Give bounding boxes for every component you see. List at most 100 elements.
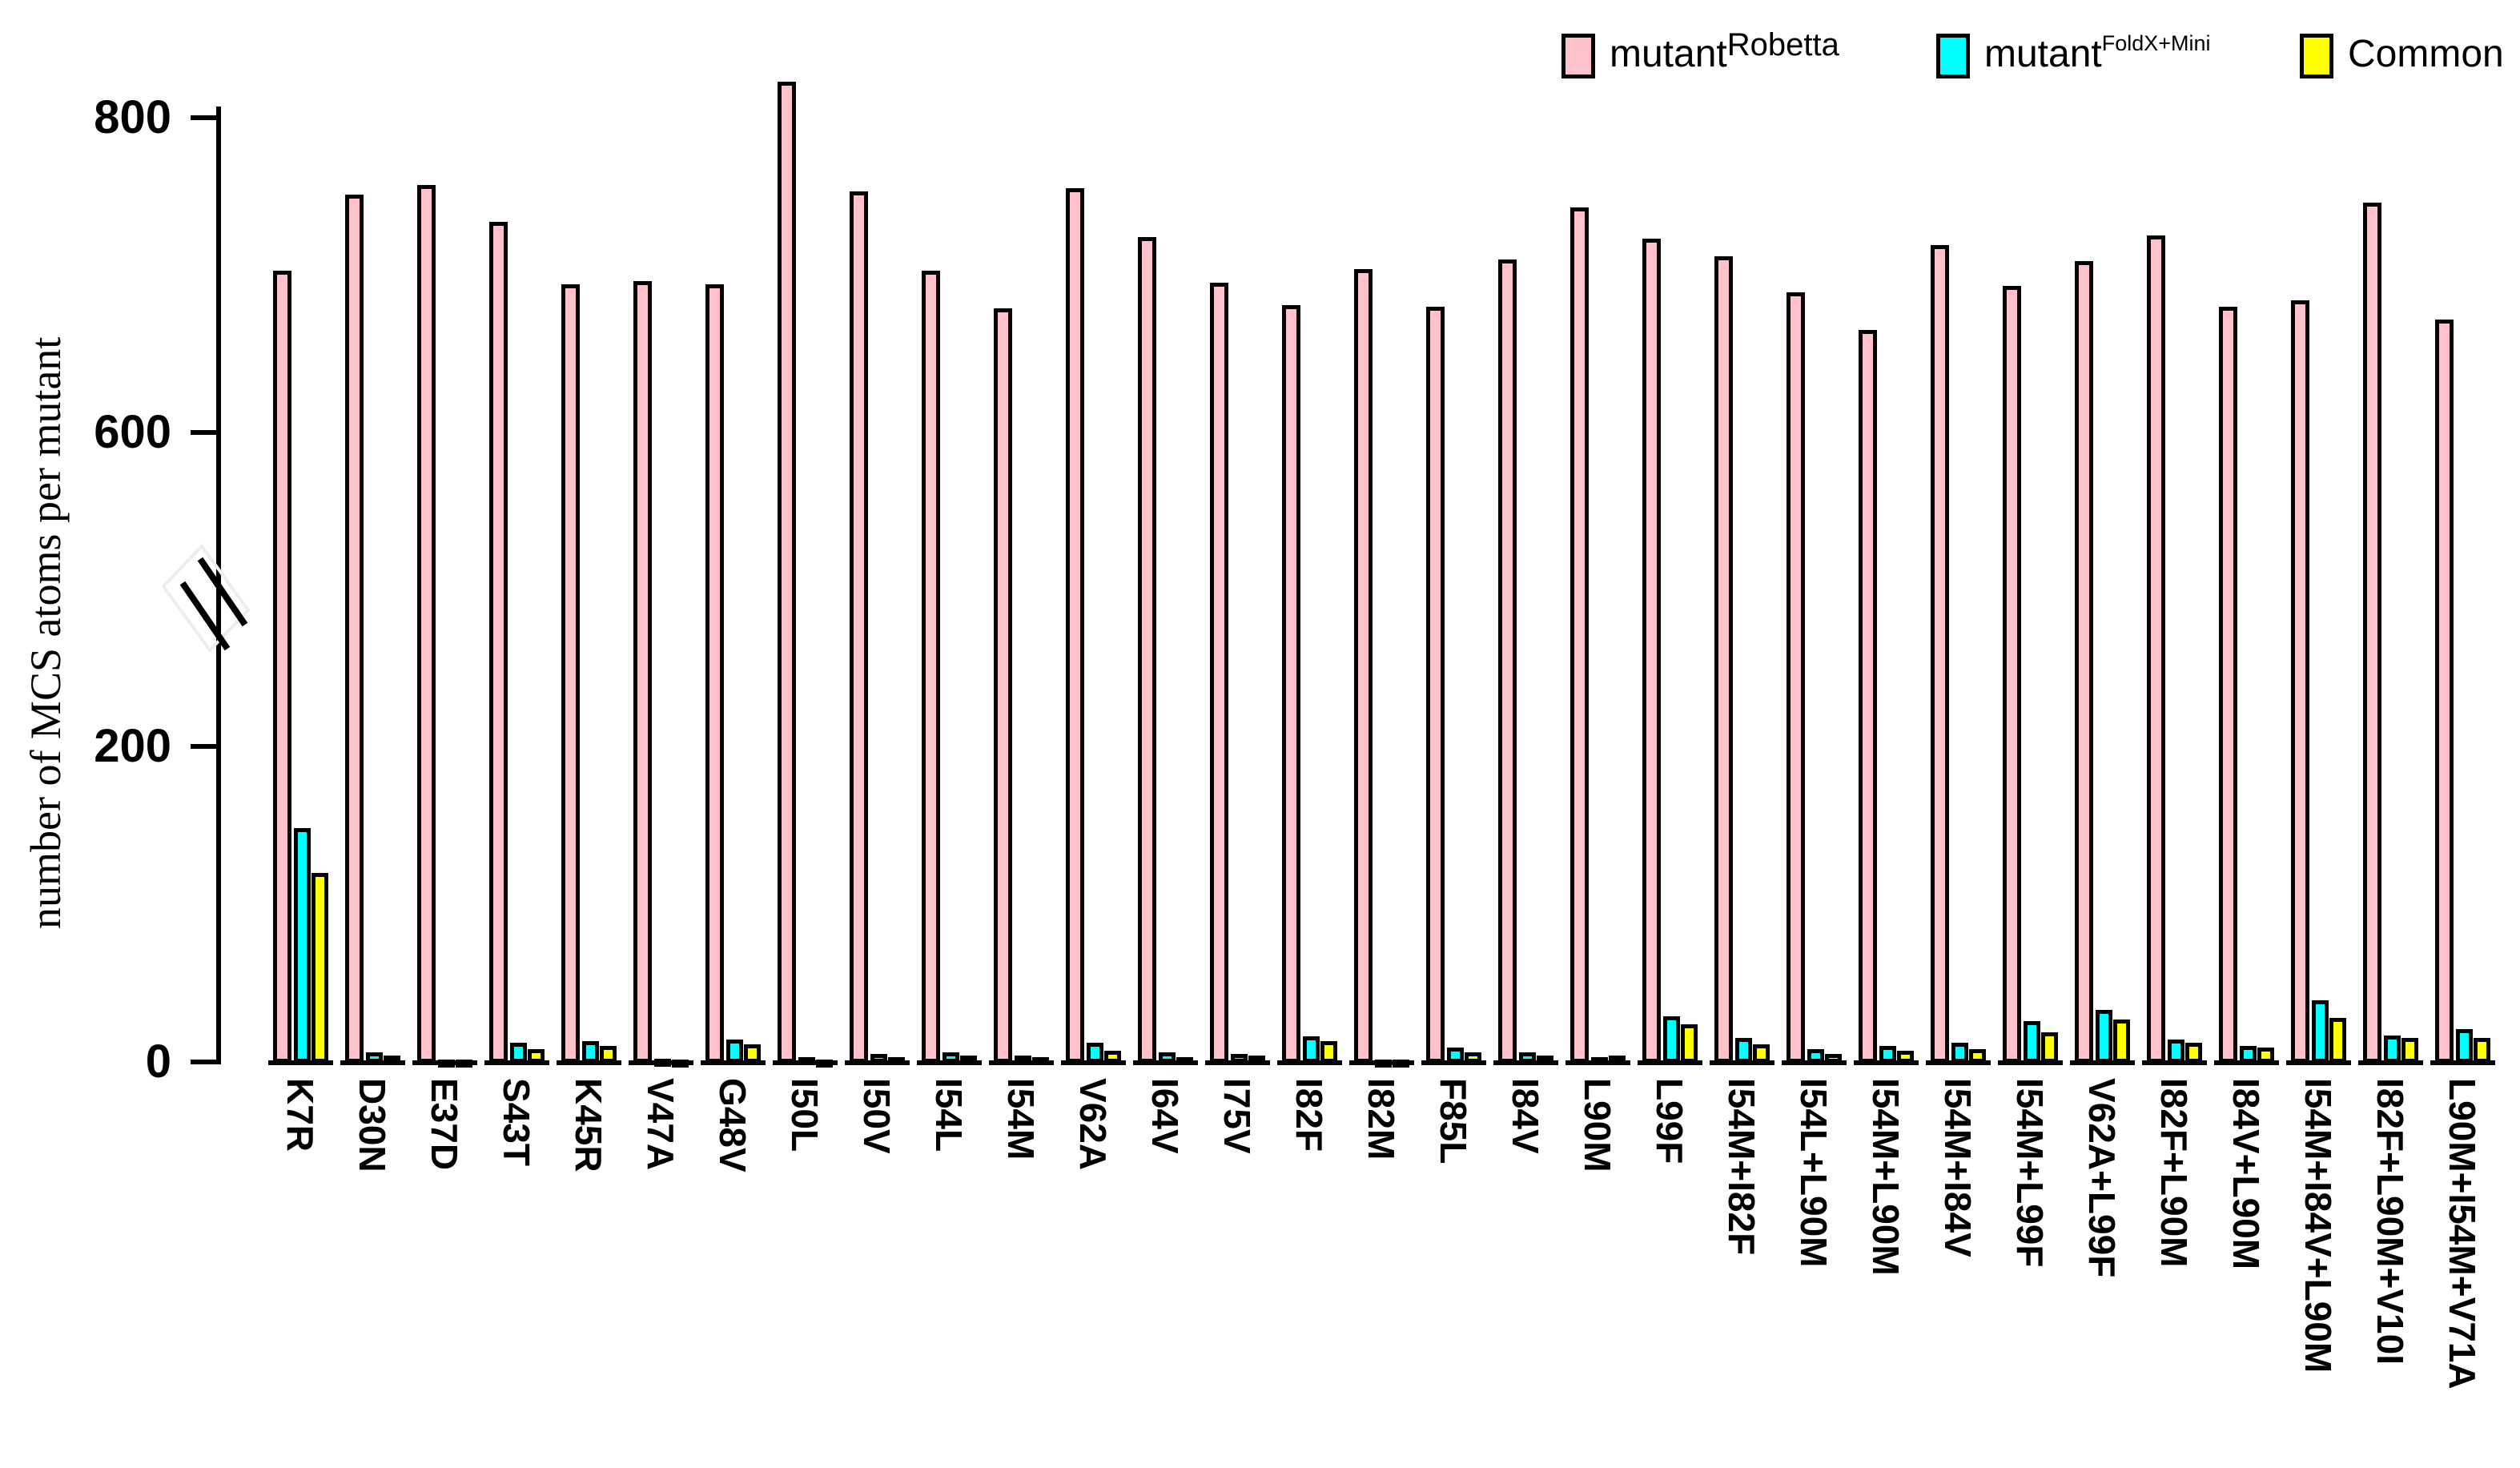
group-baseline	[845, 1060, 910, 1065]
bar-mutant-robetta-e37d	[417, 185, 436, 1063]
x-axis-label-i54m+i82f: I54M+I82F	[1721, 1078, 1762, 1256]
group-baseline	[989, 1060, 1054, 1065]
group-baseline	[1926, 1060, 1991, 1065]
bar-mutant-robetta-i82f+l90m+v10i	[2363, 203, 2381, 1063]
bar-common-i82f+l90m+v10i	[2401, 1038, 2418, 1063]
x-axis-label-i54m: I54M	[1000, 1078, 1042, 1160]
group-baseline	[1638, 1060, 1702, 1065]
x-axis-label-s43t: S43T	[496, 1078, 537, 1166]
x-axis-label-i54m+i84v: I54M+I84V	[1937, 1078, 1979, 1257]
group-baseline	[701, 1060, 766, 1065]
x-axis-label-v62a+l99f: V62A+L99F	[2081, 1078, 2123, 1278]
y-tick-label-800: 800	[94, 91, 171, 143]
legend-label-common: Common	[2348, 33, 2504, 75]
y-tick-label-600: 600	[94, 406, 171, 458]
bar-mutant-robetta-i84v	[1498, 259, 1517, 1063]
bar-mutant-robetta-i54m+i82f	[1714, 256, 1733, 1063]
y-tick-label-200: 200	[94, 720, 171, 772]
group-baseline	[484, 1060, 549, 1065]
group-baseline	[1998, 1060, 2063, 1065]
x-axis-label-i54l+l90m: I54L+L90M	[1793, 1078, 1835, 1268]
group-baseline	[2430, 1060, 2495, 1065]
group-baseline	[1133, 1060, 1198, 1065]
bar-mutant-robetta-i82m	[1354, 269, 1373, 1063]
x-axis-label-f85l: F85L	[1433, 1078, 1474, 1164]
x-axis-label-k7r: K7R	[279, 1078, 321, 1152]
bar-mutant-robetta-s43t	[489, 222, 508, 1063]
group-baseline	[557, 1060, 621, 1065]
legend-swatch-common	[2300, 34, 2333, 78]
legend-label-foldx-mini: mutantFoldX+Mini	[1984, 31, 2211, 76]
bar-mutant-robetta-i54m+l90m	[1859, 330, 1877, 1063]
bar-mutant-robetta-l90m+i54m+v71a	[2435, 320, 2454, 1063]
group-baseline	[1710, 1060, 1774, 1065]
group-baseline	[2214, 1060, 2279, 1065]
x-axis-label-i82f+l90m: I82F+L90M	[2153, 1078, 2195, 1268]
bar-mutant-robetta-k45r	[561, 284, 580, 1063]
group-baseline	[1493, 1060, 1558, 1065]
x-axis-label-v47a: V47A	[640, 1078, 681, 1171]
legend-swatch-foldx-mini	[1936, 34, 1970, 78]
bar-mutant-foldx-mini-i82f+l90m+v10i	[2384, 1036, 2401, 1063]
x-axis-label-l90m: L90M	[1577, 1078, 1618, 1172]
bar-mutant-robetta-d30n	[345, 195, 364, 1063]
group-baseline	[2142, 1060, 2207, 1065]
group-baseline	[1854, 1060, 1919, 1065]
bar-mutant-foldx-mini-i54m+i82f	[1735, 1038, 1752, 1063]
bar-mutant-foldx-mini-l90m+i54m+v71a	[2456, 1029, 2473, 1063]
bar-common-k7r	[311, 873, 328, 1063]
bar-mutant-robetta-l99f	[1642, 239, 1661, 1063]
x-axis-label-d30n: D30N	[352, 1078, 393, 1172]
bar-mutant-robetta-i82f	[1282, 305, 1300, 1063]
bar-mutant-foldx-mini-k7r	[294, 828, 311, 1063]
x-axis-label-i64v: I64V	[1144, 1078, 1186, 1154]
axis-break-icon	[161, 543, 251, 654]
group-baseline	[629, 1060, 693, 1065]
bar-mutant-robetta-i54m+i84v+l90m	[2291, 300, 2309, 1063]
x-axis-label-i54m+i84v+l90m: I54M+I84V+L90M	[2297, 1078, 2339, 1373]
legend-item-foldx-mini: mutantFoldX+Mini	[1936, 29, 2211, 80]
bar-mutant-foldx-mini-i54m+l99f	[2024, 1021, 2040, 1063]
group-baseline	[2358, 1060, 2423, 1065]
x-axis-label-i50l: I50L	[784, 1078, 826, 1152]
group-baseline	[412, 1060, 477, 1065]
legend-item-common: Common	[2300, 29, 2504, 80]
x-axis-label-i54l: I54L	[928, 1078, 970, 1152]
group-baseline	[1421, 1060, 1486, 1065]
y-tick-label-0: 0	[145, 1036, 171, 1088]
bar-mutant-robetta-l90m	[1570, 207, 1589, 1063]
group-baseline	[1565, 1060, 1630, 1065]
x-axis-label-g48v: G48V	[712, 1078, 754, 1172]
bar-common-i82f	[1320, 1041, 1337, 1063]
bar-mutant-foldx-mini-i54m+i84v+l90m	[2312, 1000, 2329, 1063]
x-axis-label-k45r: K45R	[568, 1078, 609, 1172]
group-baseline	[268, 1060, 333, 1065]
bar-mutant-robetta-i54m+l99f	[2003, 286, 2021, 1063]
x-axis-label-i84v+l90m: I84V+L90M	[2225, 1078, 2267, 1270]
x-axis-label-l90m+i54m+v71a: L90M+I54M+V71A	[2442, 1078, 2483, 1390]
x-axis-label-i84v: I84V	[1505, 1078, 1546, 1154]
legend-item-robetta: mutantRobetta	[1561, 29, 1839, 80]
bar-mutant-foldx-mini-i82f	[1303, 1036, 1320, 1063]
y-tick-600	[191, 430, 219, 435]
legend-label-robetta: mutantRobetta	[1610, 27, 1839, 75]
group-baseline	[1205, 1060, 1270, 1065]
group-baseline	[2286, 1060, 2351, 1065]
y-tick-800	[191, 115, 219, 120]
bar-common-l99f	[1681, 1024, 1698, 1063]
y-tick-0	[191, 1060, 219, 1064]
bar-common-i54m+i84v+l90m	[2329, 1018, 2346, 1063]
x-axis-label-l99f: L99F	[1649, 1078, 1690, 1164]
group-baseline	[2070, 1060, 2135, 1065]
x-axis-label-i82m: I82M	[1360, 1078, 1402, 1160]
x-axis-label-i54m+l90m: I54M+L90M	[1865, 1078, 1907, 1276]
group-baseline	[1782, 1060, 1847, 1065]
bar-mutant-robetta-i54m	[994, 308, 1012, 1063]
bar-mutant-robetta-v47a	[633, 281, 652, 1063]
x-axis-label-i50v: I50V	[856, 1078, 898, 1154]
group-baseline	[1061, 1060, 1126, 1065]
bar-mutant-foldx-mini-g48v	[726, 1040, 743, 1063]
bar-mutant-foldx-mini-k45r	[582, 1041, 599, 1063]
bar-mutant-robetta-i54l+l90m	[1787, 292, 1805, 1063]
bar-common-v62a+l99f	[2113, 1020, 2130, 1063]
